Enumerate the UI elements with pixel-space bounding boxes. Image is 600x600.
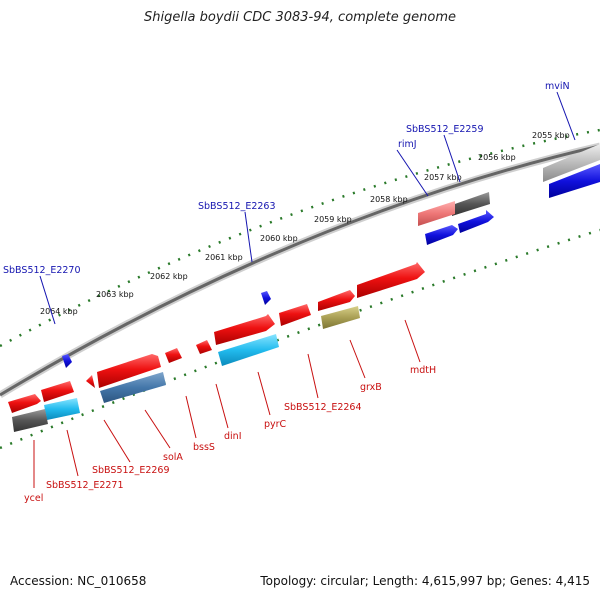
leader-SbBS512_E2271 [66, 429, 79, 477]
leader-SbBS512_E2269 [103, 419, 131, 463]
cds-pyrC[interactable] [218, 334, 279, 366]
leader-mdtH [404, 319, 421, 363]
tick-label: 2055 kbp [532, 131, 570, 140]
tick-label: 2056 kbp [478, 153, 516, 162]
gene-rimJ[interactable] [418, 201, 455, 226]
leader-mviN [556, 91, 576, 141]
bottom-leaders [33, 319, 421, 488]
cds-SbBS512_E2270[interactable] [62, 354, 72, 368]
label-ycel: ycel [24, 493, 43, 504]
cds-SbBS512_E2259[interactable] [458, 210, 494, 233]
tick-label: 2059 kbp [314, 215, 352, 224]
leader-solA [144, 409, 171, 449]
gene-mviN[interactable] [543, 144, 600, 182]
top-leaders [39, 91, 576, 325]
genome-backbone [0, 142, 600, 399]
label-SbBS512_E2263: SbBS512_E2263 [198, 201, 276, 212]
genome-stats-text: Topology: circular; Length: 4,615,997 bp… [260, 574, 590, 588]
gc-track-inner [0, 228, 600, 450]
gene-grxB[interactable] [318, 290, 355, 311]
forward-features [62, 144, 600, 368]
tick-label: 2062 kbp [150, 272, 188, 281]
leader-bssS [185, 395, 197, 439]
leader-grxB [349, 339, 366, 379]
label-SbBS512_E2259: SbBS512_E2259 [406, 124, 484, 135]
tick-label: 2064 kbp [40, 307, 78, 316]
leader-SbBS512_E2270 [39, 275, 56, 325]
gene-solA[interactable] [97, 354, 161, 388]
label-SbBS512_E2264: SbBS512_E2264 [284, 402, 362, 413]
gene-mdtH[interactable] [357, 262, 425, 298]
leader-SbBS512_E2259 [443, 134, 461, 183]
tick-label: 2061 kbp [205, 253, 243, 262]
label-dinI: dinI [224, 431, 242, 442]
label-grxB: grxB [360, 382, 382, 393]
leader-pyrC [257, 371, 271, 416]
label-mdtH: mdtH [410, 365, 436, 376]
gene-SbBS512_E2271[interactable] [41, 381, 74, 402]
leader-dinI [215, 383, 229, 429]
gene-SbBS512_E2259[interactable] [452, 192, 490, 216]
label-rimJ: rimJ [398, 139, 417, 150]
accession-text: Accession: NC_010658 [10, 574, 147, 588]
cds-SbBS512_E2271[interactable] [44, 398, 80, 420]
tick-label: 2058 kbp [370, 195, 408, 204]
tick-label: 2063 kbp [96, 290, 134, 299]
cds-mviN[interactable] [549, 164, 600, 198]
top-labels: mviN SbBS512_E2259 rimJ SbBS512_E2263 Sb… [3, 81, 570, 276]
cds-grxB[interactable] [321, 306, 360, 329]
reverse-features [8, 262, 425, 432]
tick-label: 2060 kbp [260, 234, 298, 243]
label-SbBS512_E2269: SbBS512_E2269 [92, 465, 170, 476]
gene-pyrC[interactable] [214, 314, 275, 345]
label-solA: solA [163, 452, 183, 463]
leader-SbBS512_E2264 [307, 353, 319, 399]
cds-rimJ[interactable] [425, 225, 458, 245]
genome-backbone-core [0, 144, 600, 397]
cds-solA[interactable] [100, 372, 166, 403]
cds-SbBS512_E2263[interactable] [261, 291, 271, 305]
bottom-labels: mdtH grxB SbBS512_E2264 pyrC dinI bssS s… [24, 365, 436, 504]
gene-SbBS512_E2269[interactable] [86, 375, 95, 388]
gene-SbBS512_E2264[interactable] [279, 304, 311, 326]
leader-rimJ [396, 149, 429, 197]
label-SbBS512_E2271: SbBS512_E2271 [46, 480, 124, 491]
gene-ycel[interactable] [8, 394, 41, 413]
gene-bssS[interactable] [165, 348, 182, 363]
label-SbBS512_E2270: SbBS512_E2270 [3, 265, 81, 276]
label-mviN: mviN [545, 81, 570, 92]
leader-SbBS512_E2263 [244, 211, 253, 263]
cds-ycel[interactable] [12, 409, 48, 432]
kbp-ticks: 2055 kbp 2056 kbp 2057 kbp 2058 kbp 2059… [40, 131, 570, 316]
tick-label: 2057 kbp [424, 173, 462, 182]
label-pyrC: pyrC [264, 419, 287, 430]
gene-dinI[interactable] [196, 340, 212, 354]
map-title: Shigella boydii CDC 3083-94, complete ge… [143, 10, 457, 25]
label-bssS: bssS [193, 442, 215, 453]
